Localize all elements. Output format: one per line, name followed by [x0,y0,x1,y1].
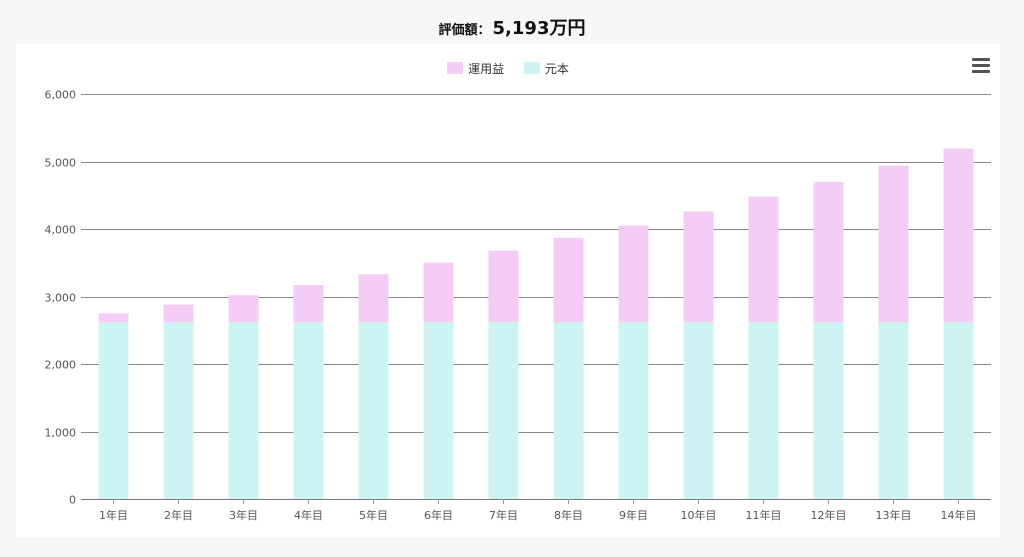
y-tick-label: 0 [69,494,76,507]
x-tick-label: 8年目 [554,508,583,522]
chart-panel: 0 1,000 2,000 3,000 4,000 5,000 6,000 1年目 2年目 3年目… [16,44,1000,537]
bar-profit[interactable] [943,148,974,323]
legend-label-profit: 運用益 [468,62,505,76]
bar-profit[interactable] [358,274,389,323]
y-tick-label: 5,000 [45,157,77,170]
x-tick-label: 3年目 [229,508,258,522]
bar-profit[interactable] [813,181,844,323]
y-tick-label: 2,000 [45,359,77,372]
bar-principal[interactable] [293,322,324,499]
y-tick-label: 6,000 [45,89,77,102]
y-tick-label: 4,000 [45,224,77,237]
x-tick-label: 1年目 [99,508,128,522]
x-tick-label: 11年目 [746,508,782,522]
x-tick-label: 2年目 [164,508,193,522]
valuation-label: 評価額： [438,23,491,38]
bar-profit[interactable] [683,211,714,323]
bar-principal[interactable] [943,322,974,499]
bar-principal[interactable] [423,322,454,499]
bar-principal[interactable] [878,322,909,499]
x-tick-label: 12年目 [811,508,847,522]
bar-profit[interactable] [98,313,129,323]
bar-principal[interactable] [618,322,649,499]
bar-profit[interactable] [293,285,324,323]
x-tick-label: 10年目 [681,508,717,522]
bar-profit[interactable] [228,295,259,323]
valuation-amount: 5,193万円 [492,18,586,39]
stacked-bar-chart: 0 1,000 2,000 3,000 4,000 5,000 6,000 1年目 2年目 3年目… [45,89,991,522]
bar-profit[interactable] [423,262,454,323]
bar-profit[interactable] [488,250,519,323]
bar-principal[interactable] [488,322,519,499]
legend-item-principal[interactable]: 元本 [523,60,569,77]
bar-principal[interactable] [748,322,779,499]
x-tick-label: 4年目 [294,508,323,522]
bar-profit[interactable] [748,196,779,323]
y-tick-label: 3,000 [45,292,77,305]
bar-principal[interactable] [553,322,584,499]
bar-profit[interactable] [163,304,194,323]
x-tick-label: 5年目 [359,508,388,522]
bar-principal[interactable] [813,322,844,499]
x-tick-label: 9年目 [619,508,648,522]
legend-item-profit[interactable]: 運用益 [447,60,504,77]
y-tick-label: 1,000 [45,427,77,440]
chart-legend: 運用益 元本 [16,60,1000,77]
legend-label-principal: 元本 [544,62,569,76]
bar-principal[interactable] [228,322,259,499]
x-tick-label: 6年目 [424,508,453,522]
bar-profit[interactable] [553,237,584,323]
bar-principal[interactable] [163,322,194,499]
bar-principal[interactable] [683,322,714,499]
hamburger-menu-icon[interactable] [972,58,990,74]
bar-principal[interactable] [98,322,129,499]
bar-profit[interactable] [878,165,909,323]
legend-swatch-profit [447,62,464,74]
chart-header: 評価額： 5,193万円 [0,14,1024,46]
bar-profit[interactable] [618,225,649,323]
x-tick-label: 14年目 [941,508,977,522]
bar-principal[interactable] [358,322,389,499]
x-tick-label: 13年目 [876,508,912,522]
legend-swatch-principal [523,62,540,74]
x-tick-label: 7年目 [489,508,518,522]
